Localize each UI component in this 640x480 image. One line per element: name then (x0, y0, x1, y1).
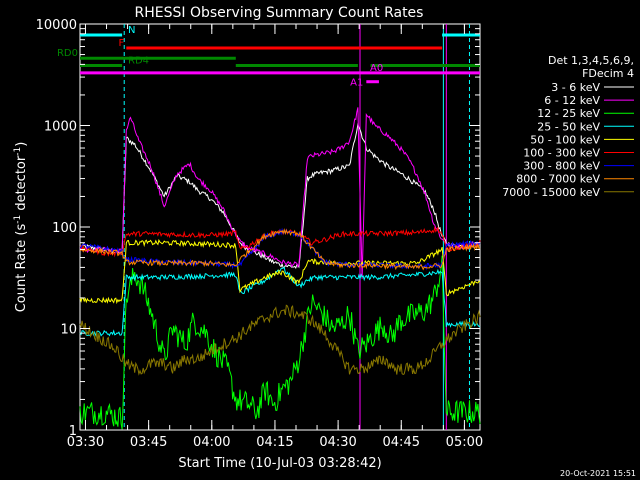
series-line-7 (79, 228, 481, 271)
state-label-rd4: RD4 (128, 56, 149, 67)
legend-label-6: 300 - 800 keV (523, 160, 600, 173)
state-label-a1: A1 (350, 78, 363, 89)
y-axis-label-end: ) (14, 142, 29, 147)
x-tick-label-5: 04:45 (383, 435, 420, 450)
y-tick-label-4: 10000 (36, 18, 77, 33)
x-tick-label-4: 04:30 (319, 435, 356, 450)
series-line-4 (79, 238, 481, 305)
x-axis: 03:30 03:45 04:00 04:15 04:30 04:45 05:00 (67, 24, 483, 450)
legend-label-4: 50 - 100 keV (530, 133, 600, 146)
series-line-0 (79, 122, 481, 269)
legend-title-line-1: Det 1,3,4,5,6,9, (548, 54, 634, 67)
y-tick-label-0: 1 (69, 424, 77, 439)
legend-label-5: 100 - 300 keV (523, 147, 600, 160)
legend-label-8: 7000 - 15000 keV (502, 186, 600, 199)
state-label-a0: A0 (370, 63, 383, 74)
state-label-n: N (128, 25, 135, 36)
y-axis: 1 10 100 1000 10000 (36, 18, 480, 439)
legend-label-3: 25 - 50 keV (537, 120, 600, 133)
x-tick-label-0: 03:30 (67, 435, 104, 450)
y-axis-label-mid: detector (14, 155, 29, 215)
series-line-6 (79, 227, 481, 271)
x-axis-label: Start Time (10-Jul-03 03:28:42) (178, 456, 381, 471)
x-tick-label-1: 03:45 (130, 435, 167, 450)
series-group (79, 107, 481, 430)
legend-label-0: 3 - 6 keV (551, 81, 600, 94)
y-axis-label: Count Rate (s-1 detector-1) (13, 142, 29, 313)
series-line-8 (79, 304, 481, 376)
x-tick-label-3: 04:15 (256, 435, 293, 450)
legend-label-2: 12 - 25 keV (537, 107, 600, 120)
legend-title-line-2: FDecim 4 (582, 67, 634, 80)
legend-label-7: 800 - 7000 keV (516, 173, 600, 186)
y-axis-label-exp2: -1 (13, 147, 23, 156)
legend-label-1: 6 - 12 keV (544, 94, 600, 107)
series-line-3 (79, 266, 481, 338)
state-label-f: F (119, 38, 125, 49)
x-tick-label-6: 05:00 (446, 435, 483, 450)
chart-title: RHESSI Observing Summary Count Rates (135, 5, 424, 21)
plot-frame (79, 23, 481, 431)
y-tick-label-2: 100 (52, 221, 77, 236)
footer-date: 20-Oct-2021 15:51 (560, 469, 636, 478)
y-tick-label-1: 10 (60, 323, 77, 338)
state-label-rd0: RD0 (57, 48, 78, 59)
series-line-2 (79, 255, 481, 430)
state-bars: NF RD0 RD4 A0 A1 (57, 25, 480, 89)
x-tick-label-2: 04:00 (193, 435, 230, 450)
vertical-markers (123, 24, 470, 430)
y-axis-label-exp1: -1 (13, 215, 23, 224)
y-tick-label-3: 1000 (44, 120, 77, 135)
y-axis-label-main: Count Rate (s (14, 224, 29, 313)
series-line-1 (79, 107, 481, 279)
